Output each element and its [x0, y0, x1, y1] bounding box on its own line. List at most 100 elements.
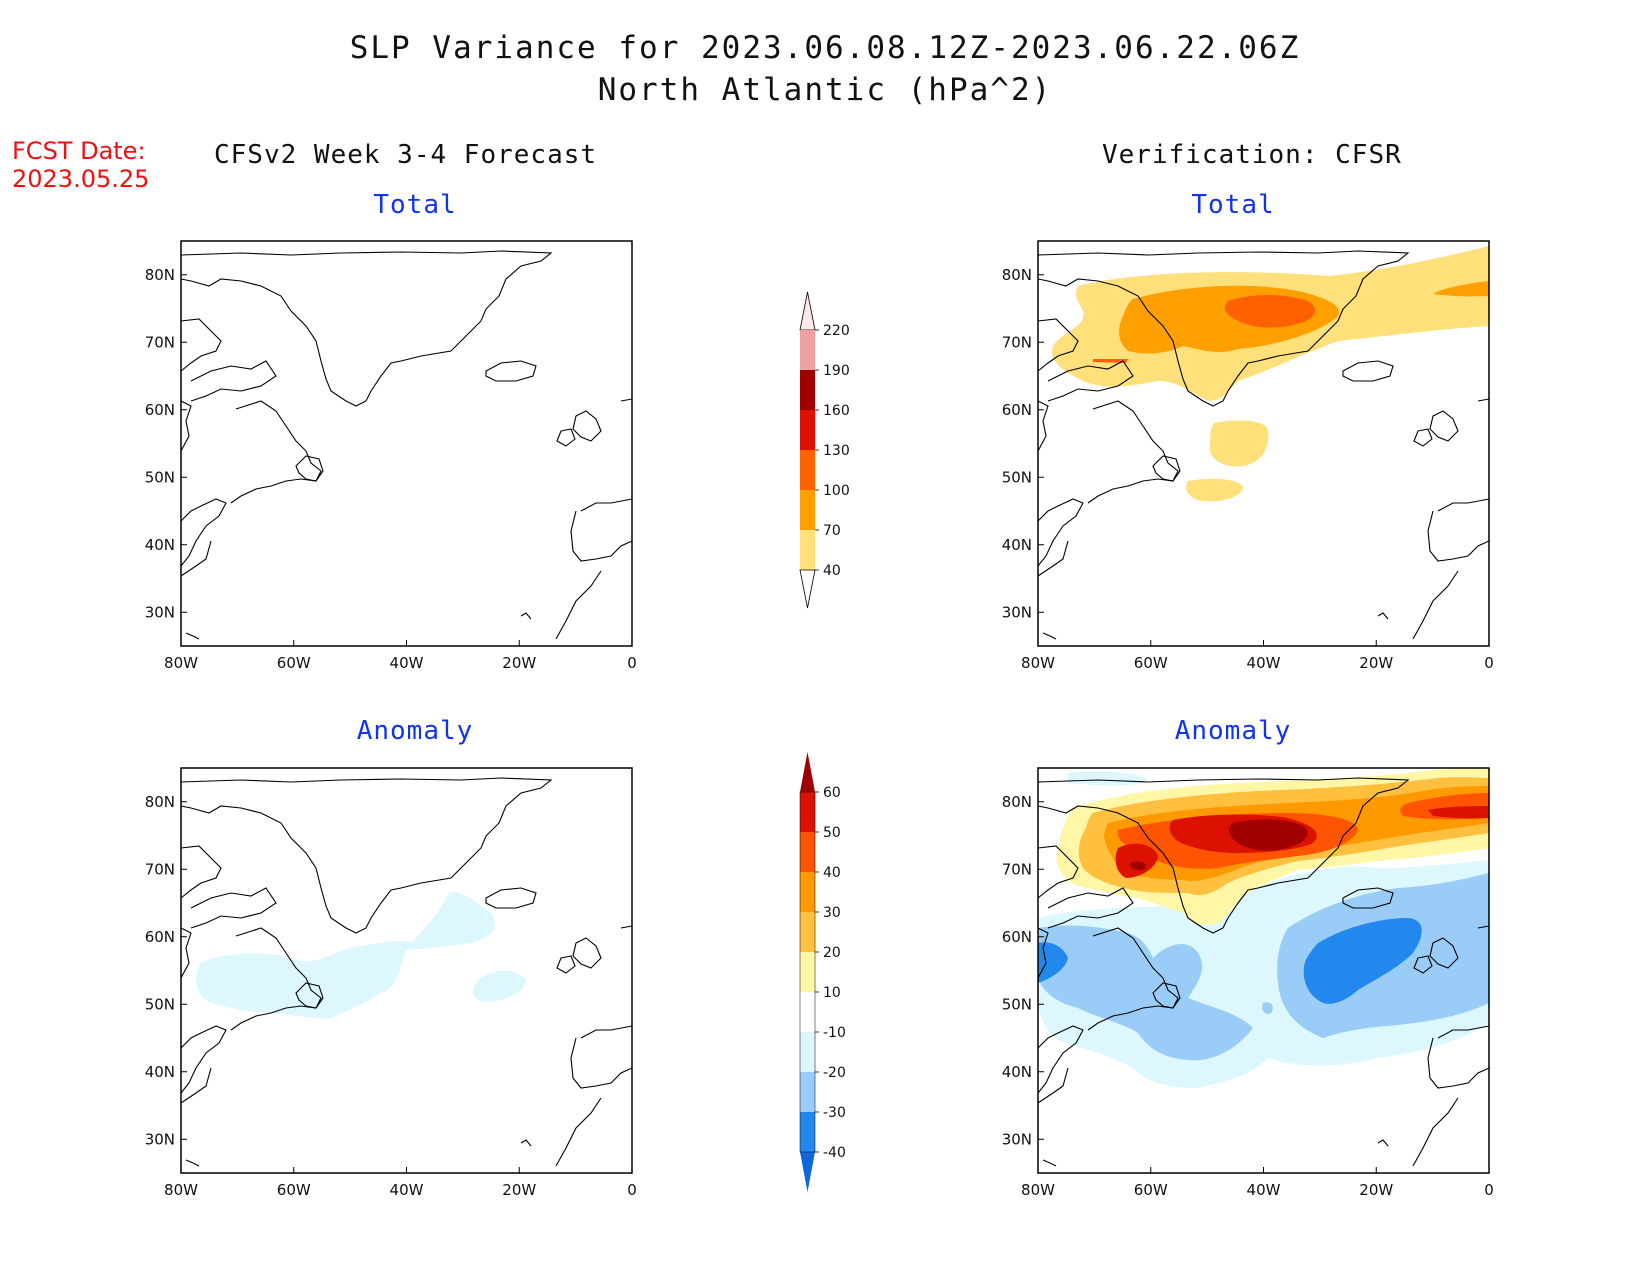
- forecast-anomaly-axes: 80W 60W 40W 20W 0 30N 40N 50N 60N 70N 80N: [145, 793, 637, 1199]
- coastline: [1042, 632, 1057, 640]
- coastline: [1037, 250, 1410, 407]
- coastline: [485, 887, 537, 909]
- lat-tick-label: 40N: [145, 536, 175, 554]
- colorbar-label: 130: [823, 443, 850, 459]
- coastline: [580, 1025, 633, 1039]
- lon-tick-label: 20W: [1359, 1181, 1393, 1199]
- colorbar-box: [800, 410, 815, 450]
- forecast-anomaly-map: 80W 60W 40W 20W 0 30N 40N 50N 60N 70N 80N: [145, 767, 637, 1199]
- lat-tick-label: 70N: [1002, 860, 1032, 878]
- lat-tick-label: 70N: [145, 333, 175, 351]
- colorbar-label: 40: [823, 865, 841, 881]
- coastline: [485, 360, 537, 382]
- lat-tick-label: 30N: [145, 603, 175, 621]
- colorbar-label: 10: [823, 985, 841, 1001]
- coastline: [580, 498, 633, 512]
- forecast-anomaly-title: Anomaly: [356, 716, 474, 746]
- verification-column-title: Verification: CFSR: [1102, 140, 1402, 170]
- lon-tick-label: 40W: [1247, 1181, 1281, 1199]
- coastline: [1042, 1159, 1057, 1167]
- lat-tick-label: 40N: [1002, 536, 1032, 554]
- lat-tick-label: 80N: [1002, 266, 1032, 284]
- lat-tick-label: 30N: [1002, 603, 1032, 621]
- lat-tick-label: 40N: [1002, 1063, 1032, 1081]
- lat-tick-label: 50N: [1002, 995, 1032, 1013]
- colorbar-box: [800, 792, 815, 832]
- lon-tick-label: 20W: [502, 654, 536, 672]
- coastline: [1377, 1139, 1389, 1147]
- forecast-anomaly-shading: [195, 892, 526, 1019]
- coastline: [520, 612, 532, 620]
- lat-tick-label: 50N: [145, 468, 175, 486]
- coastline: [295, 982, 324, 1009]
- coastline: [1427, 1037, 1490, 1089]
- coastline: [572, 937, 602, 969]
- coastline: [1413, 428, 1433, 447]
- colorbar-label: -40: [823, 1145, 846, 1161]
- colorbar-top-arrow: [799, 291, 816, 331]
- coastline: [1377, 612, 1389, 620]
- verification-anomaly-coastlines: [1037, 777, 1490, 1167]
- main-subtitle: North Atlantic (hPa^2): [597, 72, 1053, 108]
- colorbar-label: -20: [823, 1065, 846, 1081]
- coastline: [620, 925, 633, 929]
- coastline: [180, 927, 192, 979]
- lon-tick-label: 80W: [164, 1181, 198, 1199]
- verification-total-axes: 80W 60W 40W 20W 0 30N 40N 50N 60N 70N 80N: [1002, 266, 1494, 672]
- coastline: [1437, 498, 1490, 512]
- lat-tick-label: 30N: [1002, 1130, 1032, 1148]
- colorbar-label: -30: [823, 1105, 846, 1121]
- coastline: [185, 632, 200, 640]
- lon-tick-label: 60W: [277, 1181, 311, 1199]
- coastline: [1427, 510, 1490, 562]
- coastline: [180, 540, 212, 577]
- lat-tick-label: 40N: [145, 1063, 175, 1081]
- coastline: [1037, 498, 1084, 567]
- colorbar-box: [800, 992, 815, 1032]
- verification-anomaly-map: 80W 60W 40W 20W 0 30N 40N 50N 60N 70N 80N: [1002, 767, 1494, 1199]
- coastline: [1037, 927, 1049, 979]
- colorbar-box: [800, 1072, 815, 1112]
- colorbar-box: [800, 490, 815, 530]
- colorbar-label: 30: [823, 905, 841, 921]
- total-colorbar: 40 70 100 130 160 190 220: [799, 291, 850, 609]
- colorbar-label: 50: [823, 825, 841, 841]
- coastline: [1047, 887, 1134, 929]
- lat-tick-label: 60N: [145, 401, 175, 419]
- coastline: [570, 510, 633, 562]
- coastline: [1087, 927, 1179, 1031]
- coastline: [295, 455, 324, 482]
- coastline: [1429, 410, 1459, 442]
- coastline: [1412, 1097, 1459, 1167]
- lon-tick-label: 0: [1484, 654, 1494, 672]
- lon-tick-label: 40W: [1247, 654, 1281, 672]
- lon-tick-label: 20W: [1359, 654, 1393, 672]
- coastline: [1037, 540, 1069, 577]
- lat-tick-label: 80N: [145, 793, 175, 811]
- forecast-date-block: FCST Date: 2023.05.25: [12, 137, 149, 193]
- anomaly-colorbar: -40 -30 -20 -10 10 20 30 40 50 60: [799, 752, 846, 1192]
- map-frame: [180, 240, 633, 647]
- colorbar-label: 220: [823, 323, 850, 339]
- coastline: [1477, 925, 1490, 929]
- verification-total-map: 80W 60W 40W 20W 0 30N 40N 50N 60N 70N 80N: [1002, 240, 1494, 672]
- forecast-column-title: CFSv2 Week 3-4 Forecast: [214, 140, 598, 170]
- coastline: [1047, 360, 1134, 402]
- forecast-total-title: Total: [373, 190, 457, 220]
- colorbar-label: 20: [823, 945, 841, 961]
- lat-tick-label: 60N: [1002, 928, 1032, 946]
- coastline: [1342, 887, 1394, 909]
- colorbar-label: -10: [823, 1025, 846, 1041]
- forecast-total-map: 80W 60W 40W 20W 0 30N 40N 50N 60N 70N 80N: [145, 240, 637, 672]
- colorbar-box: [800, 872, 815, 912]
- lon-tick-label: 60W: [1134, 654, 1168, 672]
- colorbar-top-arrow: [800, 752, 815, 792]
- lon-tick-label: 0: [627, 654, 637, 672]
- coastline: [180, 400, 192, 452]
- verification-total-coastlines: [1037, 250, 1490, 640]
- lon-tick-label: 20W: [502, 1181, 536, 1199]
- lat-tick-label: 70N: [1002, 333, 1032, 351]
- lon-tick-label: 80W: [164, 654, 198, 672]
- coastline: [556, 428, 576, 447]
- coastline: [520, 1139, 532, 1147]
